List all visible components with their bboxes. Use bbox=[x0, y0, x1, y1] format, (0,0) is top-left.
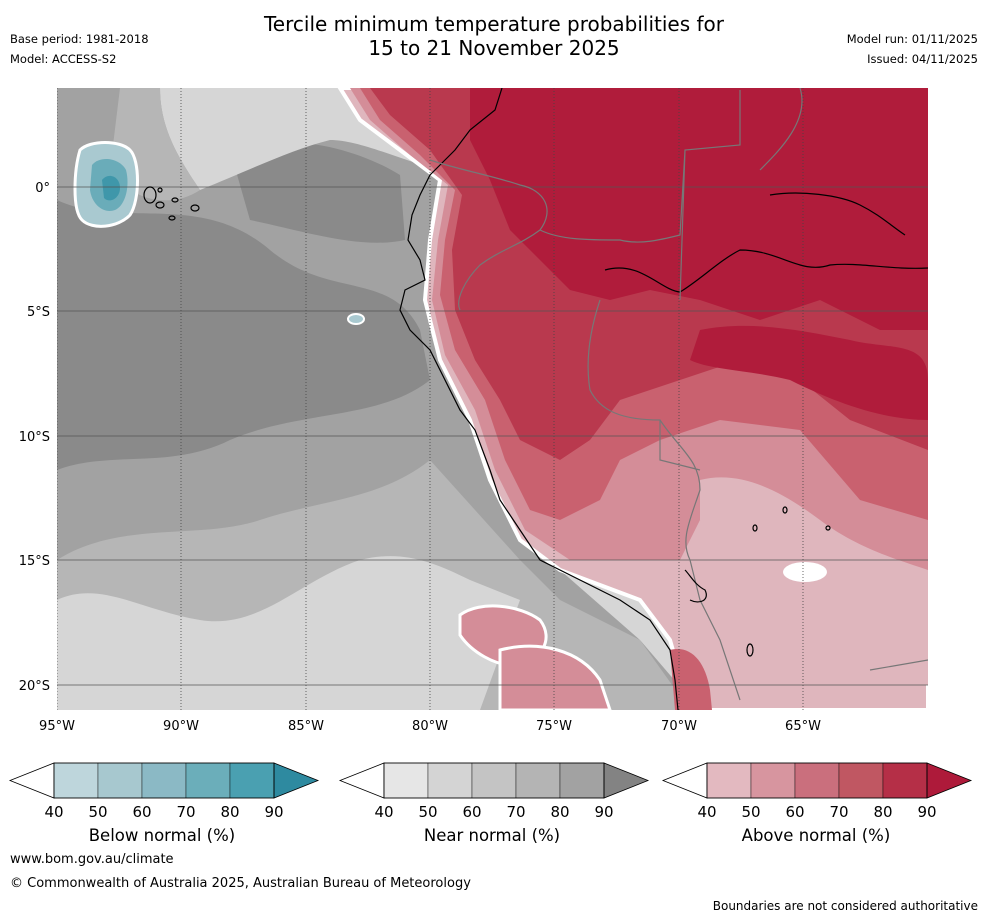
lon-label-65w: 65°W bbox=[785, 719, 821, 734]
colorbar-above-title: Above normal (%) bbox=[741, 826, 891, 845]
river-amazon bbox=[604, 249, 928, 293]
colorbar-below-outline bbox=[53, 762, 275, 799]
teal-dot bbox=[347, 313, 365, 325]
ocean-dark-north bbox=[230, 141, 405, 243]
colorbar-above-segment-4 bbox=[882, 762, 928, 799]
land-above-deepest bbox=[470, 88, 928, 330]
colorbar-below-low-cap bbox=[8, 762, 55, 799]
colorbar-near-high-cap bbox=[603, 762, 650, 799]
model-run: Model run: 01/11/2025 bbox=[846, 32, 978, 46]
colorbar-near-tick-3: 70 bbox=[506, 803, 525, 821]
grid-parallels bbox=[57, 186, 928, 686]
colorbar-above-segment-3 bbox=[838, 762, 884, 799]
footer-copyright: © Commonwealth of Australia 2025, Austra… bbox=[10, 876, 471, 891]
base-period: Base period: 1981-2018 bbox=[10, 32, 149, 46]
colorbar-below-tick-1: 50 bbox=[88, 803, 107, 821]
colorbar-above: 40 50 60 70 80 90 bbox=[661, 762, 973, 821]
footer-disclaimer: Boundaries are not considered authoritat… bbox=[712, 899, 978, 913]
colorbar-above-tick-1: 50 bbox=[741, 803, 760, 821]
lon-label-70w: 70°W bbox=[661, 719, 697, 734]
colorbar-below-high-cap bbox=[273, 762, 320, 799]
lon-label-75w: 75°W bbox=[536, 719, 572, 734]
colorbar-near-segment-0 bbox=[383, 762, 429, 799]
lon-labels: 95°W 90°W 85°W 80°W 75°W 70°W 65°W bbox=[39, 719, 821, 734]
colorbar-near-outline bbox=[383, 762, 605, 799]
colorbar-above-segment-0 bbox=[706, 762, 752, 799]
lat-label-5s: 5°S bbox=[27, 305, 50, 320]
meta-right: Model run: 01/11/2025 Issued: 04/11/2025 bbox=[847, 32, 978, 72]
land-above-deepest-east bbox=[690, 325, 928, 420]
colorbar-below-tick-2: 60 bbox=[132, 803, 151, 821]
colorbar-near-tick-1: 50 bbox=[418, 803, 437, 821]
colorbar-above-low-cap bbox=[661, 762, 708, 799]
colorbar-near-tick-2: 60 bbox=[462, 803, 481, 821]
colorbar-above-high-cap bbox=[926, 762, 973, 799]
ocean-red-patch-3 bbox=[670, 649, 712, 710]
colorbar-below-segment-3 bbox=[185, 762, 231, 799]
colorbar-below-segment-2 bbox=[141, 762, 187, 799]
issued-date: Issued: 04/11/2025 bbox=[867, 52, 978, 66]
lon-label-85w: 85°W bbox=[288, 719, 324, 734]
lon-label-90w: 90°W bbox=[163, 719, 199, 734]
colorbar-above-outline bbox=[706, 762, 928, 799]
colorbar-above-segment-2 bbox=[794, 762, 840, 799]
colorbar-near: 40 50 60 70 80 90 bbox=[338, 762, 650, 821]
ocean-dark-band bbox=[57, 200, 430, 470]
river-north bbox=[769, 192, 906, 236]
ocean-red-patch-2 bbox=[498, 644, 612, 710]
probability-map: 0° 5°S 10°S 15°S 20°S 95°W 90°W 85°W 80°… bbox=[19, 88, 928, 734]
colorbar-above-segment-1 bbox=[750, 762, 796, 799]
colorbar-above-tick-0: 40 bbox=[697, 803, 716, 821]
colorbar-below-tick-0: 40 bbox=[44, 803, 63, 821]
colorbar-below-tick-5: 90 bbox=[264, 803, 283, 821]
colorbar-below-segment-4 bbox=[229, 762, 275, 799]
white-blotch bbox=[783, 562, 827, 582]
colorbar-below-title: Below normal (%) bbox=[88, 826, 236, 845]
colorbar-above-tick-2: 60 bbox=[785, 803, 804, 821]
colorbar-below-segment-1 bbox=[97, 762, 143, 799]
colorbar-near-tick-5: 90 bbox=[594, 803, 613, 821]
colorbar-above-tick-3: 70 bbox=[829, 803, 848, 821]
footer-website[interactable]: www.bom.gov.au/climate bbox=[10, 852, 174, 867]
colorbar-near-tick-4: 80 bbox=[550, 803, 569, 821]
title-line-1: Tercile minimum temperature probabilitie… bbox=[263, 12, 725, 36]
colorbar-above-tick-4: 80 bbox=[873, 803, 892, 821]
galapagos-islands bbox=[143, 186, 200, 221]
colorbar-below: 40 50 60 70 80 90 bbox=[8, 762, 320, 821]
lat-label-15s: 15°S bbox=[19, 554, 50, 569]
lat-label-0: 0° bbox=[35, 181, 50, 196]
ocean-lighter-south bbox=[57, 556, 520, 710]
colorbar-near-title: Near normal (%) bbox=[423, 826, 561, 845]
teal-patch-core bbox=[102, 175, 120, 201]
coastline bbox=[399, 88, 679, 710]
lat-label-20s: 20°S bbox=[19, 679, 50, 694]
lon-label-80w: 80°W bbox=[412, 719, 448, 734]
map-title: Tercile minimum temperature probabilitie… bbox=[0, 12, 988, 60]
colorbar-near-segment-1 bbox=[427, 762, 473, 799]
colorbar-near-segment-4 bbox=[559, 762, 605, 799]
lake-titicaca bbox=[684, 506, 831, 657]
country-borders bbox=[429, 88, 928, 701]
colorbar-near-segment-3 bbox=[515, 762, 561, 799]
colorbar-below-tick-4: 80 bbox=[220, 803, 239, 821]
map-field bbox=[57, 88, 928, 710]
lat-label-10s: 10°S bbox=[19, 430, 50, 445]
colorbar-near-low-cap bbox=[338, 762, 385, 799]
colorbar-near-tick-0: 40 bbox=[374, 803, 393, 821]
lat-labels: 0° 5°S 10°S 15°S 20°S bbox=[19, 181, 50, 694]
colorbar-above-tick-5: 90 bbox=[917, 803, 936, 821]
lon-label-95w: 95°W bbox=[39, 719, 75, 734]
colorbar-below-segment-0 bbox=[53, 762, 99, 799]
colorbars: 40 50 60 70 80 90 40 50 60 70 80 90 40 50 60 70 80 90 bbox=[8, 762, 973, 821]
title-line-2: 15 to 21 November 2025 bbox=[368, 36, 620, 60]
colorbar-below-tick-3: 70 bbox=[176, 803, 195, 821]
model-name: Model: ACCESS-S2 bbox=[10, 52, 117, 66]
meta-left: Base period: 1981-2018 Model: ACCESS-S2 bbox=[10, 32, 149, 72]
colorbar-near-segment-2 bbox=[471, 762, 517, 799]
